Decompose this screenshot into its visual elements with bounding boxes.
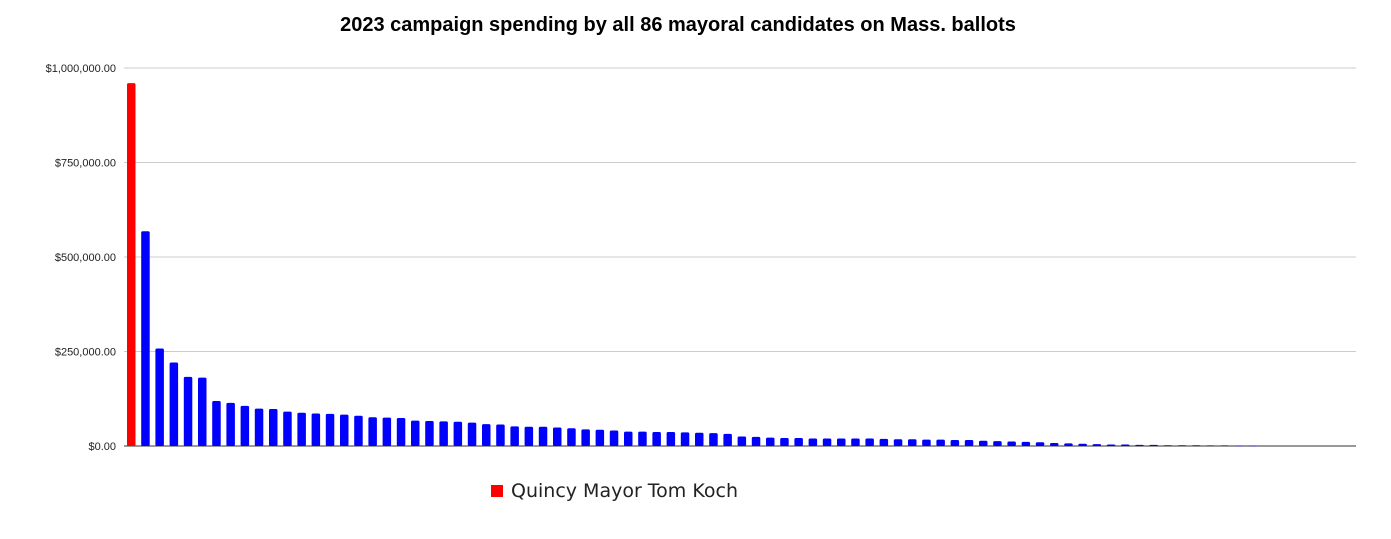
bar: [141, 231, 150, 446]
y-tick-label: $750,000.00: [55, 158, 116, 170]
bar: [1163, 445, 1173, 446]
bar: [922, 439, 931, 446]
bar: [723, 433, 732, 446]
bar: [638, 431, 647, 446]
bar: [524, 426, 534, 446]
bar: [254, 408, 264, 446]
bar: [695, 432, 704, 446]
bar: [837, 438, 846, 446]
bar: [439, 421, 448, 446]
bar: [680, 432, 690, 446]
legend: Quincy Mayor Tom Koch: [491, 480, 738, 502]
bar: [1007, 441, 1016, 446]
bar-highlight: [127, 83, 136, 447]
y-tick-label: $0.00: [88, 441, 116, 453]
bar: [1220, 445, 1229, 447]
bar: [311, 413, 321, 446]
bar: [908, 439, 917, 446]
bar: [325, 413, 335, 446]
bar: [1106, 444, 1116, 446]
bar: [198, 377, 207, 446]
bar: [340, 414, 349, 446]
bar: [993, 441, 1002, 446]
bar: [1135, 444, 1144, 446]
bar: [1206, 445, 1215, 447]
bar: [780, 438, 789, 446]
bar: [1092, 444, 1102, 446]
y-tick-label: $250,000.00: [55, 347, 116, 359]
bar: [382, 417, 392, 446]
bar: [808, 438, 818, 446]
bar: [595, 429, 605, 446]
bar: [979, 440, 988, 446]
bar: [893, 439, 903, 446]
bar: [283, 411, 292, 446]
chart-title: 2023 campaign spending by all 86 mayoral…: [340, 14, 1016, 36]
bar: [538, 426, 548, 446]
legend-swatch: [491, 485, 503, 497]
bar: [297, 412, 306, 446]
bar: [1192, 445, 1201, 446]
bar: [581, 429, 590, 446]
bar: [411, 420, 420, 446]
bar: [269, 408, 278, 446]
bar: [1234, 445, 1244, 447]
bar: [751, 436, 761, 446]
bar: [567, 428, 576, 446]
bar: [950, 439, 960, 446]
bar: [666, 432, 676, 446]
bar: [1021, 441, 1031, 446]
bar: [212, 401, 221, 446]
bar: [240, 405, 250, 446]
bar: [879, 438, 889, 446]
bar: [609, 430, 619, 446]
bar: [624, 431, 633, 446]
bar: [1177, 445, 1187, 446]
bar: [510, 426, 519, 446]
bar: [496, 424, 505, 446]
bar: [737, 436, 747, 446]
bar: [354, 415, 363, 446]
bar: [368, 417, 377, 446]
bar: [652, 432, 661, 446]
bar: [1248, 445, 1258, 447]
bar: [1121, 444, 1130, 446]
bar: [851, 438, 860, 446]
bar: [794, 438, 803, 446]
y-tick-label: $500,000.00: [55, 252, 116, 264]
legend-label: Quincy Mayor Tom Koch: [511, 480, 738, 502]
bar: [766, 437, 775, 446]
bar: [1050, 442, 1059, 446]
bar: [1035, 442, 1045, 446]
bar: [1078, 443, 1087, 446]
bar: [425, 421, 434, 446]
bar: [822, 438, 832, 446]
bar: [226, 402, 235, 446]
bar: [453, 421, 463, 446]
bar: [183, 376, 193, 446]
bar: [1149, 444, 1158, 446]
bar: [467, 422, 477, 446]
bar: [169, 362, 179, 446]
y-tick-label: $1,000,000.00: [46, 63, 116, 75]
bar: [155, 348, 164, 446]
bar: [964, 439, 974, 446]
bar: [553, 427, 562, 446]
bar: [865, 438, 874, 446]
bar: [709, 433, 718, 446]
bar: [936, 439, 945, 446]
bar: [396, 418, 406, 446]
bar: [482, 424, 491, 446]
bar: [1064, 443, 1073, 446]
